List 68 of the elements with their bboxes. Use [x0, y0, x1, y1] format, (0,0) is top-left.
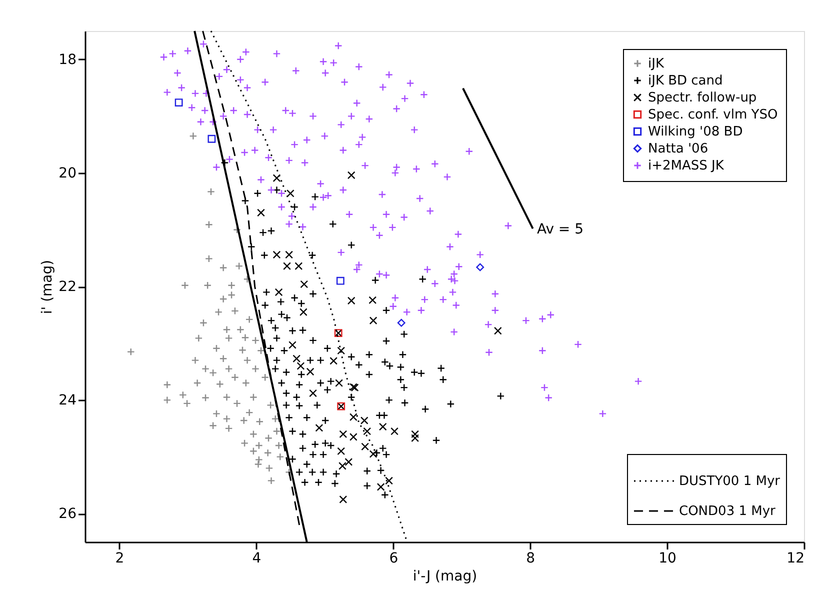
annotation: Av = 5 — [536, 222, 584, 238]
point — [363, 427, 372, 436]
point — [347, 171, 356, 180]
legend-label: Wilking '08 BD — [648, 124, 743, 140]
point — [349, 413, 358, 422]
point — [309, 389, 317, 398]
legend-label: iJK BD cand — [648, 74, 723, 88]
point — [337, 346, 346, 355]
y-tick-label: 24 — [58, 392, 77, 409]
legend-label: Spec. conf. vlm YSO — [648, 108, 778, 122]
point — [337, 447, 346, 456]
point — [335, 379, 343, 387]
point — [272, 250, 281, 259]
point — [411, 434, 420, 442]
legend-label: Spectr. follow-up — [648, 90, 757, 106]
legend-label: i+2MASS JK — [648, 158, 724, 174]
point — [300, 280, 308, 288]
y-tick-label: 18 — [58, 52, 76, 68]
point — [344, 458, 353, 466]
point — [292, 354, 301, 363]
point — [347, 296, 356, 305]
point — [494, 326, 502, 335]
point — [390, 427, 398, 436]
point — [338, 462, 346, 470]
point — [369, 316, 378, 325]
point — [361, 442, 370, 451]
point — [339, 430, 348, 438]
point — [368, 296, 377, 304]
point — [306, 368, 314, 376]
point — [476, 263, 484, 272]
point — [274, 288, 283, 296]
x-tick-label: 2 — [115, 550, 124, 566]
legend-label: iJK — [648, 56, 664, 72]
x-tick-label: 4 — [252, 550, 262, 566]
x-axis-title: i'-J (mag) — [412, 568, 478, 584]
point — [288, 341, 296, 349]
legend-label: Natta '06 — [648, 142, 708, 156]
point — [349, 433, 358, 441]
point — [272, 174, 281, 182]
point — [411, 430, 420, 438]
y-tick-label: 22 — [58, 279, 76, 295]
legend-label: COND03 1 Myr — [679, 504, 776, 519]
point — [339, 495, 348, 504]
x-tick-label: 12 — [786, 550, 804, 566]
point — [336, 276, 344, 285]
point — [257, 208, 265, 217]
x-tick-label: 6 — [389, 550, 398, 566]
y-tick-label: 26 — [58, 506, 77, 522]
line-series — [210, 30, 407, 540]
x-tick-label: 10 — [658, 550, 676, 566]
point — [378, 422, 387, 431]
point — [330, 356, 338, 365]
y-axis-title: i' (mag) — [40, 260, 56, 314]
point — [208, 134, 216, 143]
point — [376, 482, 385, 491]
point — [397, 318, 406, 327]
point — [283, 262, 291, 270]
point — [296, 362, 305, 370]
legend-label: DUSTY00 1 Myr — [679, 474, 781, 489]
point — [285, 250, 294, 259]
point — [385, 476, 393, 485]
x-tick-label: 8 — [526, 550, 536, 566]
point — [369, 450, 378, 458]
point — [360, 416, 368, 424]
point — [286, 189, 294, 198]
y-tick-label: 20 — [58, 165, 76, 182]
point — [294, 262, 303, 270]
point — [174, 98, 183, 106]
